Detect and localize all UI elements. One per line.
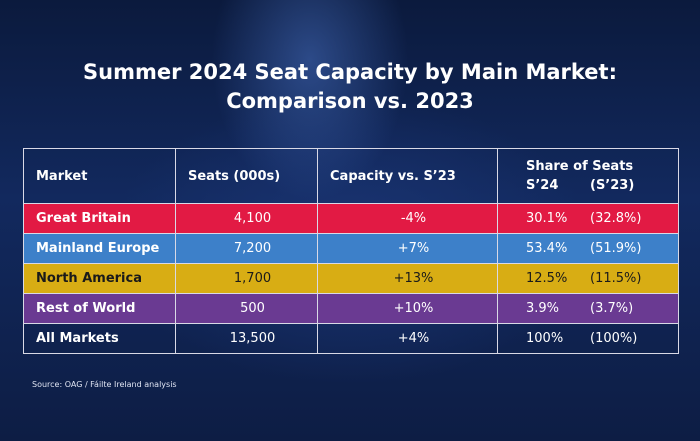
row-capacity: -4%: [317, 203, 498, 234]
header-seats: Seats (000s): [175, 148, 318, 204]
row-share: 53.4% (51.9%): [497, 233, 679, 264]
table-row-mainland-europe: Mainland Europe 7,200 +7% 53.4% (51.9%): [23, 233, 679, 264]
row-seats: 1,700: [175, 263, 318, 294]
row-seats: 500: [175, 293, 318, 324]
row-market: Mainland Europe: [23, 233, 176, 264]
row-share-s24: 12.5%: [526, 271, 568, 286]
row-capacity: +7%: [317, 233, 498, 264]
header-market: Market: [23, 148, 176, 204]
header-share-s24: S’24: [526, 178, 559, 193]
row-share-s24: 3.9%: [526, 301, 560, 316]
table-row-north-america: North America 1,700 +13% 12.5% (11.5%): [23, 263, 679, 294]
row-market: Great Britain: [23, 203, 176, 234]
row-share-s23: (32.8%): [590, 211, 642, 226]
row-capacity: +4%: [317, 323, 498, 354]
row-market: North America: [23, 263, 176, 294]
row-seats: 7,200: [175, 233, 318, 264]
row-share-s23: (3.7%): [590, 301, 634, 316]
header-row: Market Seats (000s) Capacity vs. S’23 Sh…: [23, 148, 679, 204]
row-seats: 4,100: [175, 203, 318, 234]
row-share-s24: 100%: [526, 331, 564, 346]
row-market: Rest of World: [23, 293, 176, 324]
table-row-rest-of-world: Rest of World 500 +10% 3.9% (3.7%): [23, 293, 679, 324]
header-share: Share of Seats S’24 (S’23): [497, 148, 679, 204]
source-note: Source: OAG / Fáilte Ireland analysis: [32, 380, 177, 389]
table-row-all-markets: All Markets 13,500 +4% 100% (100%): [23, 323, 679, 354]
header-share-title: Share of Seats: [526, 159, 634, 174]
header-capacity: Capacity vs. S’23: [317, 148, 498, 204]
header-share-s23: (S’23): [590, 178, 635, 193]
page-title: Summer 2024 Seat Capacity by Main Market…: [0, 58, 700, 116]
row-share-s24: 53.4%: [526, 241, 568, 256]
title-line-2: Comparison vs. 2023: [226, 89, 474, 113]
row-share-s24: 30.1%: [526, 211, 568, 226]
row-share: 30.1% (32.8%): [497, 203, 679, 234]
row-share: 100% (100%): [497, 323, 679, 354]
title-line-1: Summer 2024 Seat Capacity by Main Market…: [83, 60, 617, 84]
header-share-sub: S’24 (S’23): [526, 176, 678, 195]
table-row-great-britain: Great Britain 4,100 -4% 30.1% (32.8%): [23, 203, 679, 234]
row-capacity: +13%: [317, 263, 498, 294]
row-share-s23: (11.5%): [590, 271, 642, 286]
row-seats: 13,500: [175, 323, 318, 354]
row-share-s23: (51.9%): [590, 241, 642, 256]
seat-capacity-table: Market Seats (000s) Capacity vs. S’23 Sh…: [23, 148, 679, 354]
row-share: 12.5% (11.5%): [497, 263, 679, 294]
row-market: All Markets: [23, 323, 176, 354]
row-share: 3.9% (3.7%): [497, 293, 679, 324]
row-capacity: +10%: [317, 293, 498, 324]
row-share-s23: (100%): [590, 331, 638, 346]
